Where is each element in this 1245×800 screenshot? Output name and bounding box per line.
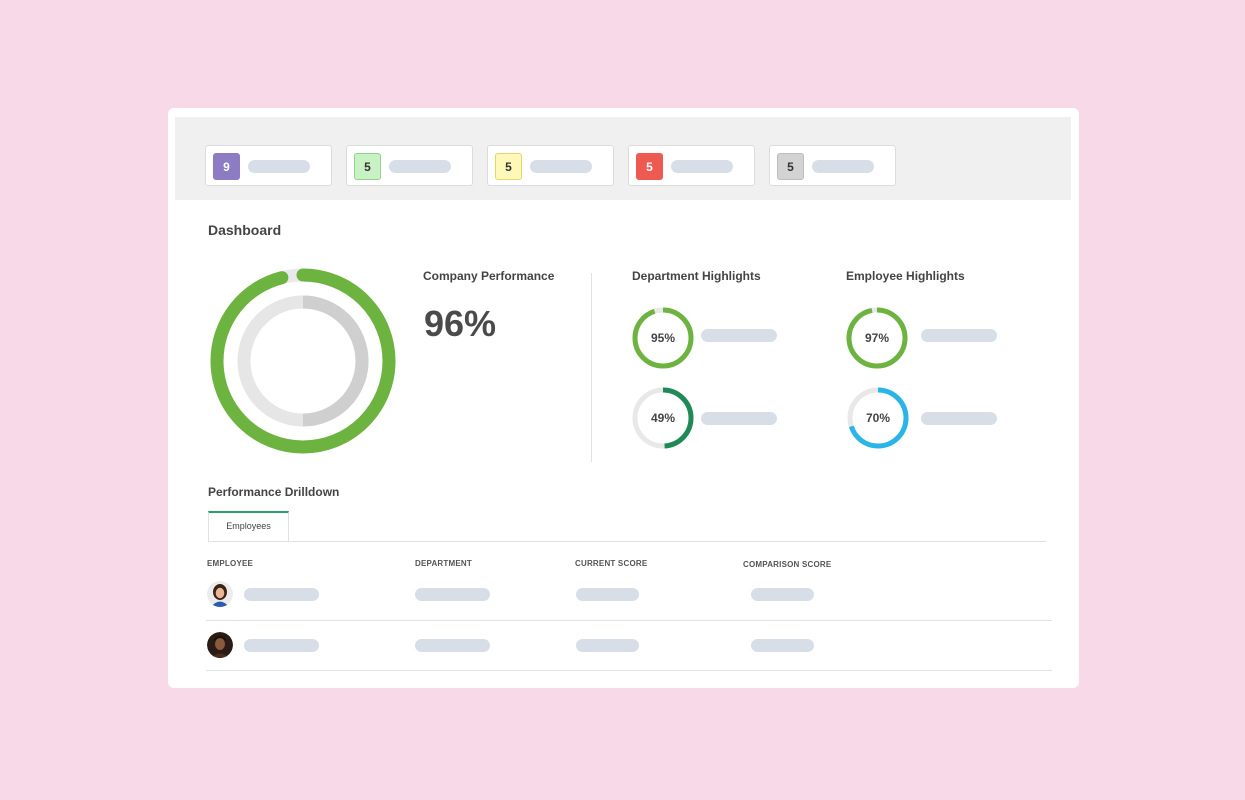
column-header-department[interactable]: DEPARTMENT: [415, 559, 472, 568]
avatar: [207, 581, 233, 607]
status-bar: 9 5 5 5 5: [175, 117, 1071, 200]
column-header-current-score[interactable]: CURRENT SCORE: [575, 559, 648, 568]
company-performance-arc: [210, 268, 396, 454]
status-count-badge: 5: [354, 153, 381, 180]
status-chip[interactable]: 5: [487, 145, 614, 186]
dashboard-card: 9 5 5 5 5 Dashboard Company Performance …: [168, 108, 1079, 688]
status-chip[interactable]: 5: [769, 145, 896, 186]
current-score-placeholder: [576, 588, 639, 601]
department-highlight-value: 95%: [650, 331, 676, 345]
department-highlight-value: 49%: [650, 411, 676, 425]
employee-name-placeholder: [921, 412, 997, 425]
divider: [591, 273, 592, 462]
company-performance-label: Company Performance: [423, 269, 555, 283]
department-name-placeholder: [701, 329, 777, 342]
department-placeholder: [415, 588, 490, 601]
company-performance-value: 96%: [424, 303, 497, 344]
current-score-placeholder: [576, 639, 639, 652]
status-label-placeholder: [389, 160, 451, 173]
status-label-placeholder: [248, 160, 310, 173]
department-name-placeholder: [701, 412, 777, 425]
page-title: Dashboard: [208, 222, 282, 238]
status-label-placeholder: [671, 160, 733, 173]
column-header-employee[interactable]: EMPLOYEE: [207, 559, 254, 568]
tab-divider: [208, 541, 1046, 542]
employee-highlight-ring[interactable]: 97%: [845, 306, 909, 370]
employee-name-placeholder: [244, 639, 319, 652]
status-label-placeholder: [812, 160, 874, 173]
employee-highlight-value: 97%: [864, 331, 890, 345]
status-count-badge: 5: [777, 153, 804, 180]
department-highlight-ring[interactable]: 49%: [631, 386, 695, 450]
drilldown-title: Performance Drilldown: [208, 485, 340, 499]
employee-highlights-label: Employee Highlights: [846, 269, 965, 283]
company-performance-ring: [210, 268, 396, 454]
employee-highlight-ring[interactable]: 70%: [846, 386, 910, 450]
department-highlights-label: Department Highlights: [632, 269, 761, 283]
department-highlight-ring[interactable]: 95%: [631, 306, 695, 370]
comparison-score-placeholder: [751, 639, 814, 652]
status-chip[interactable]: 5: [346, 145, 473, 186]
tab-employees[interactable]: Employees: [208, 511, 289, 541]
employee-highlight-value: 70%: [865, 411, 891, 425]
avatar-woman-icon: [207, 581, 233, 607]
employee-name-placeholder: [244, 588, 319, 601]
status-count-badge: 5: [495, 153, 522, 180]
status-chip[interactable]: 9: [205, 145, 332, 186]
status-count-badge: 9: [213, 153, 240, 180]
employee-name-placeholder: [921, 329, 997, 342]
avatar: [207, 632, 233, 658]
row-divider: [206, 620, 1052, 621]
status-count-badge: 5: [636, 153, 663, 180]
inner-ring-half: [302, 295, 369, 427]
avatar-man-icon: [207, 632, 233, 658]
status-chip[interactable]: 5: [628, 145, 755, 186]
department-placeholder: [415, 639, 490, 652]
column-header-comparison-score[interactable]: COMPARISON SCORE: [743, 560, 832, 569]
row-divider: [206, 670, 1052, 671]
comparison-score-placeholder: [751, 588, 814, 601]
status-label-placeholder: [530, 160, 592, 173]
